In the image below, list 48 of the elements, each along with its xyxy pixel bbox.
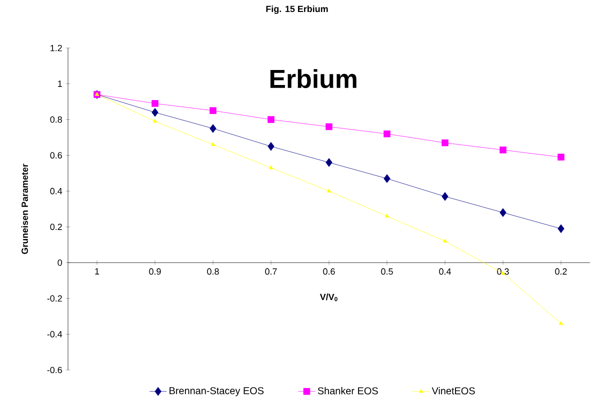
- legend-label: Shanker EOS: [318, 387, 378, 394]
- x-tick-label: 0.6: [323, 268, 335, 275]
- y-tick-label: 0.2: [50, 224, 62, 230]
- point: [210, 142, 216, 146]
- point: [500, 208, 506, 217]
- point: [326, 188, 332, 192]
- y-tick-label: -0.4: [47, 331, 62, 338]
- y-tick-label: 1.2: [50, 44, 62, 52]
- point: [152, 108, 158, 117]
- y-axis-title: Gruneisen Parameter: [21, 164, 28, 254]
- point: [268, 116, 274, 123]
- point: [210, 124, 216, 133]
- point: [268, 142, 274, 151]
- point: [442, 139, 448, 146]
- point: [442, 238, 448, 242]
- x-tick-label: 0.5: [381, 268, 393, 275]
- y-tick-label: 0: [58, 259, 62, 266]
- point: [152, 100, 158, 107]
- point: [558, 224, 564, 234]
- point: [442, 192, 448, 201]
- point: [500, 146, 506, 154]
- x-tick-label: 0.9: [149, 268, 161, 275]
- point: [384, 130, 390, 138]
- y-tick-label: 0.8: [50, 116, 62, 123]
- point: [326, 158, 332, 167]
- point: [558, 154, 564, 161]
- point: [152, 118, 158, 123]
- x-tick-label: 0.8: [207, 268, 219, 275]
- point: [558, 321, 564, 325]
- point: [384, 174, 390, 183]
- x-tick-label: 0.7: [265, 268, 277, 275]
- point: [210, 107, 216, 114]
- x-tick-label: 0.2: [555, 268, 567, 275]
- y-tick-label: 1: [58, 80, 62, 87]
- y-tick-label: -0.2: [47, 295, 62, 302]
- point: [384, 214, 390, 218]
- y-tick-label: -0.6: [47, 366, 62, 374]
- y-tick-label: 0.6: [50, 152, 62, 159]
- legend-label: VinetEOS: [432, 387, 475, 394]
- x-tick-label: 0.4: [439, 268, 451, 275]
- y-tick-label: 0.4: [50, 188, 62, 194]
- point: [326, 123, 332, 130]
- x-tick-label: 1: [95, 268, 100, 274]
- chart-title: Fig. 15 Erbium: [266, 6, 328, 14]
- point: [268, 165, 274, 170]
- annotation: Erbium: [270, 69, 356, 88]
- x-axis-title: V/V$_{0}$: [320, 294, 338, 302]
- legend-label: Brennan-Stacey EOS: [170, 387, 264, 396]
